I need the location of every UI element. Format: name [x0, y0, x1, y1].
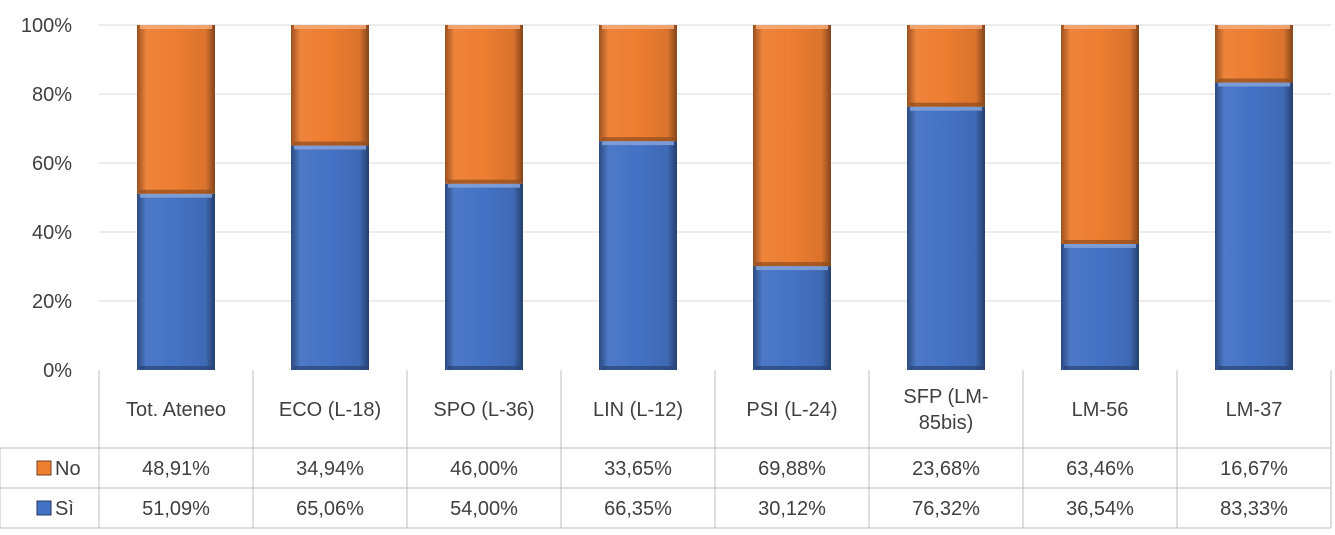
legend-key-no — [36, 460, 52, 476]
bar-segment-no — [753, 25, 831, 267]
category-label: SFP (LM- — [903, 386, 988, 408]
bar-segment-no — [1215, 25, 1293, 83]
category-label: ECO (L-18) — [279, 399, 381, 421]
category-label: Tot. Ateneo — [126, 399, 226, 421]
bar-segment-si — [907, 106, 985, 371]
category-label: LM-56 — [1072, 399, 1129, 421]
y-tick-label: 60% — [32, 153, 72, 175]
bar-segment-no — [445, 25, 523, 184]
bar-segment-si — [445, 183, 523, 370]
data-label-si: 30,12% — [758, 498, 826, 520]
data-label-si: 83,33% — [1220, 498, 1288, 520]
data-label-no: 48,91% — [142, 458, 210, 480]
category-label: LIN (L-12) — [593, 399, 683, 421]
data-label-no: 69,88% — [758, 458, 826, 480]
bar-segment-no — [137, 25, 215, 194]
y-tick-label: 20% — [32, 291, 72, 313]
category-label: 85bis) — [919, 412, 973, 434]
data-table: Tot. Ateneo ECO (L-18) SPO (L-36) LIN (L-12… — [0, 370, 1332, 529]
data-label-no: 16,67% — [1220, 458, 1288, 480]
bar-segment-no — [1061, 25, 1139, 244]
y-tick-label: 0% — [43, 360, 72, 382]
bar-segment-si — [1061, 243, 1139, 370]
y-axis-tick-labels: 0% 20% 40% 60% 80% 100% — [21, 15, 72, 382]
bar-segment-si — [1215, 82, 1293, 370]
bar-segment-si — [753, 266, 831, 370]
y-tick-label: 100% — [21, 15, 72, 37]
gridlines — [99, 24, 1331, 302]
bar-segment-no — [599, 25, 677, 142]
data-label-no: 34,94% — [296, 458, 364, 480]
category-label: SPO (L-36) — [433, 399, 534, 421]
data-label-no: 63,46% — [1066, 458, 1134, 480]
data-label-no: 33,65% — [604, 458, 672, 480]
data-label-si: 65,06% — [296, 498, 364, 520]
data-label-si: 54,00% — [450, 498, 518, 520]
category-label: PSI (L-24) — [746, 399, 837, 421]
bar-segment-no — [907, 25, 985, 107]
legend-label-si: Sì — [55, 498, 74, 520]
bar-segment-si — [137, 193, 215, 370]
data-label-si: 36,54% — [1066, 498, 1134, 520]
data-label-no: 46,00% — [450, 458, 518, 480]
y-tick-label: 80% — [32, 84, 72, 106]
data-label-no: 23,68% — [912, 458, 980, 480]
legend-key-si — [36, 500, 52, 516]
bars — [137, 25, 1293, 371]
bar-segment-si — [291, 145, 369, 370]
data-label-si: 76,32% — [912, 498, 980, 520]
category-label: LM-37 — [1226, 399, 1283, 421]
bar-segment-si — [599, 141, 677, 370]
data-label-si: 51,09% — [142, 498, 210, 520]
legend-label-no: No — [55, 458, 81, 480]
bar-segment-no — [291, 25, 369, 146]
data-label-si: 66,35% — [604, 498, 672, 520]
y-tick-label: 40% — [32, 222, 72, 244]
